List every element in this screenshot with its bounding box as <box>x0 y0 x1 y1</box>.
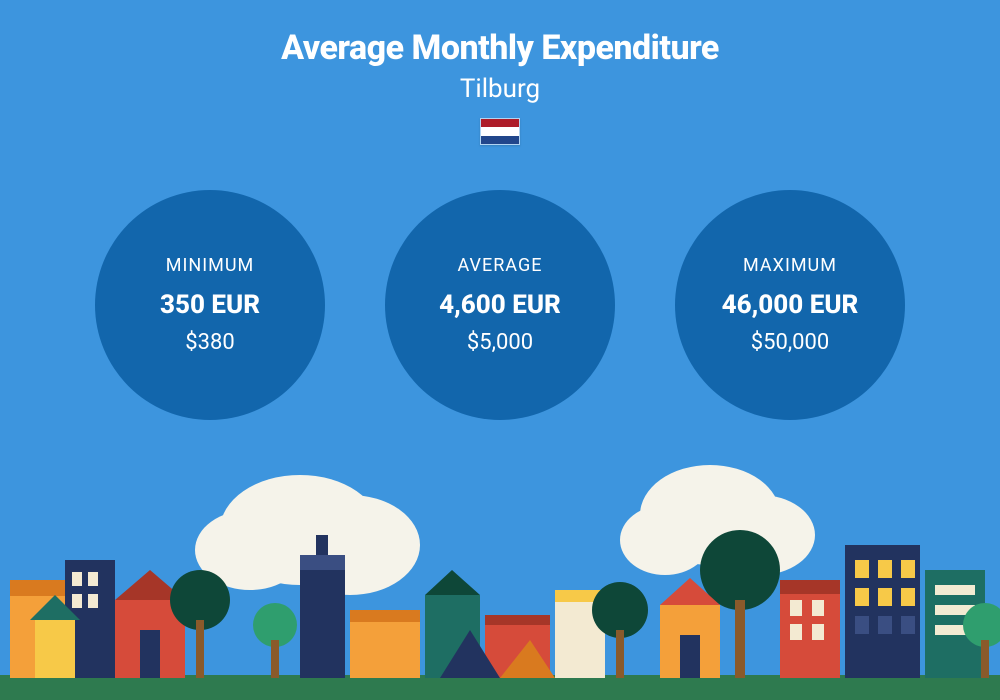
clouds <box>195 465 815 595</box>
stat-circle-maximum: MAXIMUM 46,000 EUR $50,000 <box>675 190 905 420</box>
stat-label: MINIMUM <box>166 255 254 276</box>
buildings-middle <box>253 535 648 678</box>
stat-circle-minimum: MINIMUM 350 EUR $380 <box>95 190 325 420</box>
flag-stripe-red <box>481 119 519 127</box>
stat-label: AVERAGE <box>458 255 543 276</box>
stat-secondary: $50,000 <box>751 330 830 355</box>
page-title: Average Monthly Expenditure <box>0 28 1000 68</box>
stat-secondary: $5,000 <box>467 330 533 355</box>
flag-stripe-blue <box>481 136 519 144</box>
cityscape-illustration <box>0 460 1000 700</box>
stat-primary: 350 EUR <box>160 290 260 320</box>
buildings-left <box>10 560 230 678</box>
stat-circles: MINIMUM 350 EUR $380 AVERAGE 4,600 EUR $… <box>0 190 1000 420</box>
header: Average Monthly Expenditure Tilburg <box>0 28 1000 145</box>
ground <box>0 675 1000 700</box>
netherlands-flag-icon <box>480 118 520 145</box>
stat-circle-average: AVERAGE 4,600 EUR $5,000 <box>385 190 615 420</box>
buildings-right <box>660 530 1000 678</box>
stat-secondary: $380 <box>185 330 234 355</box>
page-subtitle: Tilburg <box>0 74 1000 104</box>
stat-primary: 46,000 EUR <box>722 290 859 320</box>
infographic-canvas: Average Monthly Expenditure Tilburg MINI… <box>0 0 1000 700</box>
flag-stripe-white <box>481 127 519 135</box>
stat-primary: 4,600 EUR <box>439 290 561 320</box>
stat-label: MAXIMUM <box>743 255 837 276</box>
